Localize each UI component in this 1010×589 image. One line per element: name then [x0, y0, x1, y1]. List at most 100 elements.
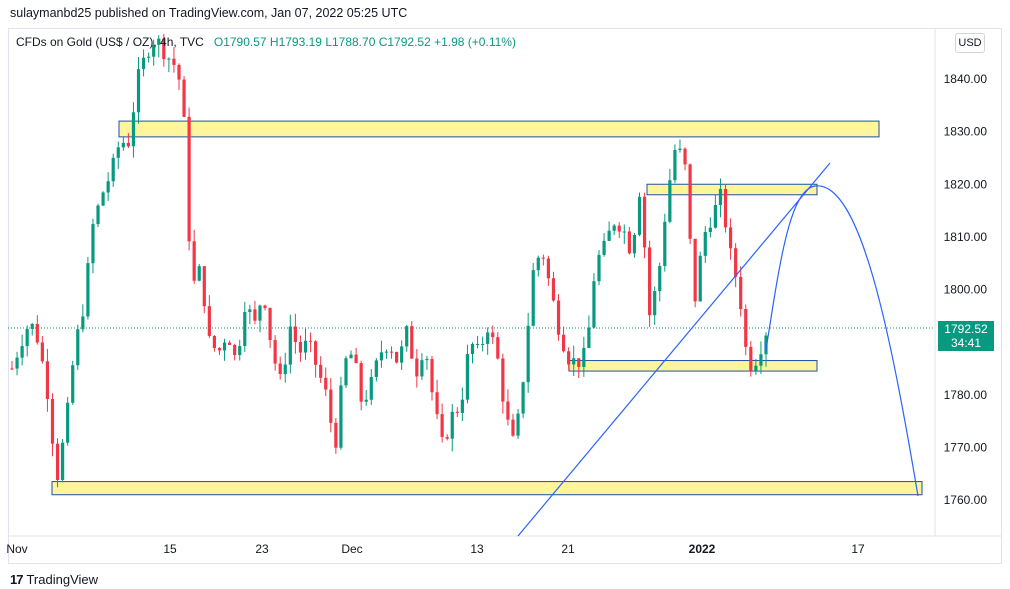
candle-body: [283, 364, 287, 374]
x-tick-label: 17: [851, 542, 865, 556]
candle-body: [339, 385, 343, 448]
candle-body: [582, 347, 586, 367]
close-value: C1792.52: [378, 35, 431, 49]
candle-body: [248, 309, 252, 313]
currency-button[interactable]: USD: [955, 33, 985, 53]
trendline: [517, 162, 831, 537]
bar-countdown: 34:41: [950, 336, 982, 350]
candle-body: [531, 270, 535, 326]
candle-body: [263, 305, 267, 308]
candle-body: [253, 309, 257, 321]
candle-body: [162, 38, 166, 60]
candle-body: [632, 234, 637, 254]
candle-body: [754, 365, 758, 372]
candle-body: [141, 57, 146, 70]
candle-body: [86, 263, 90, 317]
candle-body: [243, 312, 247, 347]
candle-body: [592, 281, 596, 328]
footer-brand[interactable]: 17 TradingView: [10, 572, 98, 587]
candle-body: [622, 231, 626, 233]
low-value: L1788.70: [325, 35, 376, 49]
candle-body: [50, 399, 55, 444]
candle-body: [298, 342, 303, 353]
candle-body: [673, 149, 677, 181]
candle-body: [551, 278, 556, 301]
candle-body: [521, 382, 525, 414]
candle-body: [698, 255, 702, 302]
candle-body: [420, 360, 424, 377]
candle-body: [764, 335, 768, 355]
candle-body: [572, 358, 576, 365]
candle-body: [460, 399, 464, 413]
candle-body: [501, 358, 505, 402]
change-value: +1.98 (+0.11%): [434, 35, 516, 49]
candle-body: [470, 343, 475, 355]
candle-body: [541, 257, 545, 259]
candle-body: [410, 326, 414, 359]
candle-body: [349, 354, 353, 359]
candle-body: [233, 344, 237, 356]
candle-body: [116, 147, 120, 158]
y-tick-label: 1830.00: [944, 125, 988, 139]
candle-body: [177, 64, 181, 80]
x-tick-label: 13: [470, 542, 484, 556]
candle-body: [384, 351, 389, 353]
candle-body: [152, 44, 156, 57]
candle-body: [627, 231, 631, 254]
zone-support-1762: [51, 481, 923, 496]
high-value: H1793.19: [269, 35, 322, 49]
candle-body: [197, 266, 201, 281]
candle-body: [708, 227, 712, 232]
candle-body: [440, 414, 444, 437]
candle-body: [389, 351, 394, 353]
open-value: O1790.57: [213, 35, 267, 49]
candle-body: [491, 332, 495, 338]
candle-body: [713, 205, 717, 228]
candle-body: [147, 56, 151, 58]
candle-body: [663, 221, 667, 266]
candle-body: [172, 58, 176, 65]
candle-body: [212, 335, 217, 349]
candle-body: [40, 342, 44, 362]
candle-body: [71, 365, 75, 403]
y-tick-label: 1800.00: [944, 283, 988, 297]
candle-body: [536, 257, 540, 271]
symbol-name[interactable]: CFDs on Gold (US$ / OZ), 4h, TVC: [16, 35, 204, 49]
candle-body: [106, 181, 110, 193]
candle-body: [506, 401, 510, 420]
candle-body: [516, 413, 520, 436]
last-price-value: 1792.52: [944, 322, 988, 336]
candle-body: [526, 325, 530, 383]
candle-body: [405, 326, 409, 347]
x-tick-label: Nov: [6, 542, 27, 556]
candle-body: [400, 346, 404, 363]
x-tick-label: 21: [561, 542, 575, 556]
candle-body: [450, 411, 454, 439]
candle-body: [723, 188, 728, 228]
chart-pane[interactable]: [8, 28, 1002, 564]
candle-body: [415, 358, 419, 377]
candle-body: [187, 116, 191, 242]
candle-body: [587, 327, 591, 348]
candle-body: [136, 69, 141, 113]
x-tick-label: Dec: [341, 542, 362, 556]
candle-body: [96, 205, 100, 225]
last-price-tag: 1792.52 34:41: [938, 321, 994, 351]
candle-body: [703, 231, 707, 256]
candle-body: [688, 164, 692, 239]
candle-body: [678, 148, 682, 150]
candle-body: [45, 361, 50, 400]
candle-body: [293, 326, 297, 343]
candle-body: [182, 79, 186, 117]
candle-body: [561, 334, 566, 352]
candle-body: [668, 180, 672, 222]
candle-body: [607, 230, 611, 241]
candle-body: [222, 342, 227, 351]
candle-body: [739, 276, 743, 310]
candle-body: [364, 399, 368, 402]
y-tick-label: 1820.00: [944, 177, 988, 191]
candle-body: [546, 258, 551, 279]
candle-body: [81, 316, 85, 330]
